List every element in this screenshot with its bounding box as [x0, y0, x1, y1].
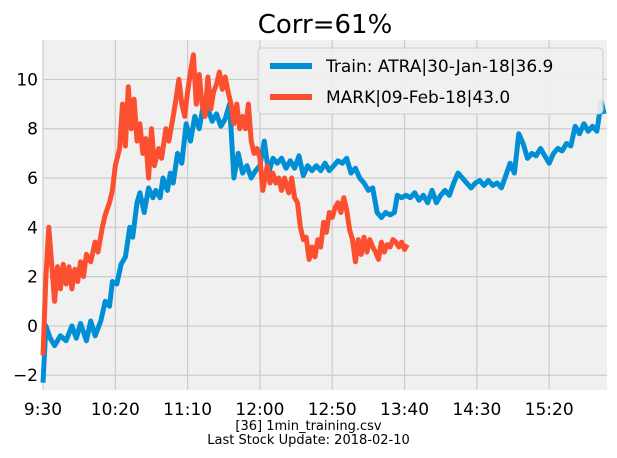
x-tick-label: 10:20 [91, 400, 140, 420]
x-tick-label: 12:00 [235, 400, 284, 420]
chart-legend: Train: ATRA|30-Jan-18|36.9 MARK|09-Feb-1… [257, 47, 604, 115]
legend-label-series-2: MARK|09-Feb-18|43.0 [326, 88, 510, 108]
y-tick-label: 2 [27, 268, 38, 288]
series-lines [40, 52, 607, 383]
footer-last-update: Last Stock Update: 2018-02-10 [207, 433, 410, 448]
x-tick-label: 11:10 [163, 400, 212, 420]
footer-filename: [36] 1min_training.csv [235, 419, 382, 434]
tick-labels: 9:30 10:20 11:10 12:00 12:50 13:40 14:30 15:20 −… [13, 70, 574, 420]
y-tick-label: 6 [27, 169, 38, 189]
legend-label-series-1: Train: ATRA|30-Jan-18|36.9 [325, 57, 553, 77]
x-tick-label: 14:30 [452, 400, 501, 420]
y-tick-label: 4 [27, 218, 38, 238]
y-tick-label: −2 [13, 366, 38, 386]
y-tick-label: 8 [27, 120, 38, 140]
y-tick-label: 10 [16, 70, 38, 90]
legend-box [257, 47, 604, 115]
series-line-2 [40, 52, 410, 356]
chart-title: Corr=61% [258, 10, 393, 40]
y-tick-label: 0 [27, 317, 38, 337]
x-tick-label: 12:50 [308, 400, 357, 420]
x-tick-label: 15:20 [525, 400, 574, 420]
x-tick-label: 13:40 [380, 400, 429, 420]
series-line-1 [40, 99, 607, 383]
x-tick-label: 9:30 [24, 400, 62, 420]
